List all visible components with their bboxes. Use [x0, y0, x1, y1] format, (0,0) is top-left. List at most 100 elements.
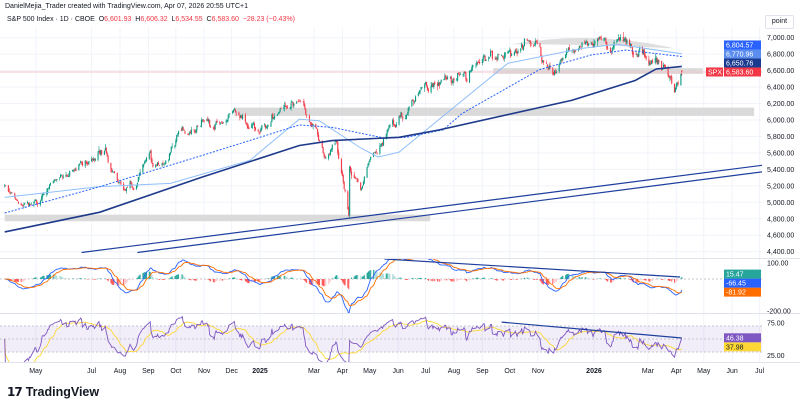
rsi-ma-tag-bg: [724, 342, 761, 352]
macd-histogram-bar: [22, 279, 24, 282]
candle-body: [135, 186, 138, 190]
macd-histogram-bar: [669, 279, 671, 282]
macd-histogram-bar: [623, 278, 625, 279]
candle-body: [74, 169, 76, 171]
candle-body: [545, 62, 547, 64]
time-axis-label: Nov: [532, 368, 545, 375]
candle-body: [498, 54, 500, 56]
candle-body: [242, 115, 244, 119]
macd-histogram-bar: [477, 277, 479, 279]
macd-histogram-bar: [241, 279, 243, 281]
candle-body: [445, 75, 447, 77]
candle-body: [599, 36, 601, 39]
macd-histogram-bar: [534, 279, 535, 280]
overlay-lines: [4, 43, 762, 254]
candle-body: [79, 163, 81, 165]
macd-histogram-bar: [613, 279, 615, 281]
macd-histogram-bar: [194, 279, 196, 281]
candle-body: [632, 52, 634, 55]
candle-body: [253, 123, 255, 125]
macd-histogram-bar: [165, 279, 167, 280]
candle-body: [643, 49, 645, 56]
macd-histogram-bar: [481, 278, 483, 279]
candle-body: [203, 120, 205, 122]
tradingview-logo-icon: 17: [7, 385, 23, 399]
macd-histogram-bar: [129, 279, 131, 281]
candle-body: [331, 144, 333, 150]
candle-body: [325, 157, 327, 159]
macd-histogram-bar: [168, 278, 170, 279]
macd-histogram-bar: [545, 279, 547, 285]
candle-body: [234, 109, 236, 113]
candle-body: [165, 160, 167, 164]
candle-body: [193, 129, 195, 130]
candle-body: [293, 103, 295, 107]
candle-body: [639, 46, 641, 51]
macd-histogram-bar: [151, 274, 153, 279]
candle-body: [356, 178, 358, 180]
macd-histogram-bar: [635, 279, 637, 283]
tradingview-logo[interactable]: 17 TradingView: [7, 385, 99, 399]
symbol-name[interactable]: S&P 500 Index · 1D · CBOE: [7, 16, 95, 23]
macd-histogram-bar: [561, 276, 563, 279]
candle-body: [529, 41, 531, 43]
macd-histogram-bar: [48, 274, 50, 279]
macd-histogram-bar: [566, 274, 568, 279]
candle-body: [463, 71, 465, 75]
candle-body: [338, 152, 340, 159]
candle-body: [446, 76, 448, 80]
candle-body: [673, 83, 676, 93]
rsi-line: [4, 315, 683, 362]
candle-body: [253, 123, 256, 129]
macd-histogram-bar: [385, 273, 387, 279]
candle-body: [373, 152, 375, 154]
macd-histogram-bar: [163, 279, 165, 281]
macd-histogram-bar: [336, 275, 338, 279]
candle-body: [232, 110, 235, 113]
candle-body: [630, 43, 632, 47]
candle-body: [363, 176, 365, 183]
macd-histogram-bar: [59, 275, 61, 279]
candle-body: [323, 152, 325, 157]
macd-histogram-bar: [490, 278, 492, 279]
candle-body: [580, 47, 582, 49]
candle-body: [86, 161, 88, 165]
candle-body: [375, 151, 377, 153]
candle-body: [264, 124, 266, 126]
candle-body: [605, 38, 607, 44]
macd-histogram-bar: [118, 279, 120, 286]
axis-unit-button[interactable]: point: [765, 15, 794, 29]
candle-body: [261, 125, 263, 129]
candle-body: [36, 200, 38, 204]
open-value: 6,601.93: [104, 16, 132, 23]
candle-body: [376, 153, 378, 154]
candle-body: [286, 106, 288, 108]
macd-histogram-bar: [457, 279, 459, 281]
macd-histogram-bar: [271, 276, 273, 279]
macd-histogram-bar: [120, 279, 122, 285]
candle-body: [235, 112, 237, 114]
candle-body: [622, 36, 624, 41]
macd-histogram-bar: [504, 279, 506, 281]
macd-histogram-bar: [497, 279, 499, 281]
candle-body: [592, 44, 594, 47]
macd-histogram-bar: [337, 276, 339, 279]
candle-body: [299, 101, 301, 103]
macd-histogram-bar: [546, 279, 548, 285]
candle-body: [149, 150, 151, 153]
candle-body: [195, 130, 197, 132]
candle-body: [555, 72, 558, 73]
candle-body: [81, 161, 83, 163]
macd-histogram-bar: [389, 273, 391, 279]
candle-body: [530, 42, 532, 47]
macd-histogram-bar: [248, 279, 250, 284]
candle-body: [462, 73, 464, 75]
macd-histogram-bar: [393, 275, 395, 279]
symbol-tag: SPX: [708, 69, 722, 76]
candle-body: [80, 161, 82, 164]
candle-body: [619, 37, 621, 41]
time-axis-label: Oct: [170, 368, 181, 375]
macd-histogram-bar: [515, 279, 517, 280]
candle-body: [124, 189, 127, 191]
